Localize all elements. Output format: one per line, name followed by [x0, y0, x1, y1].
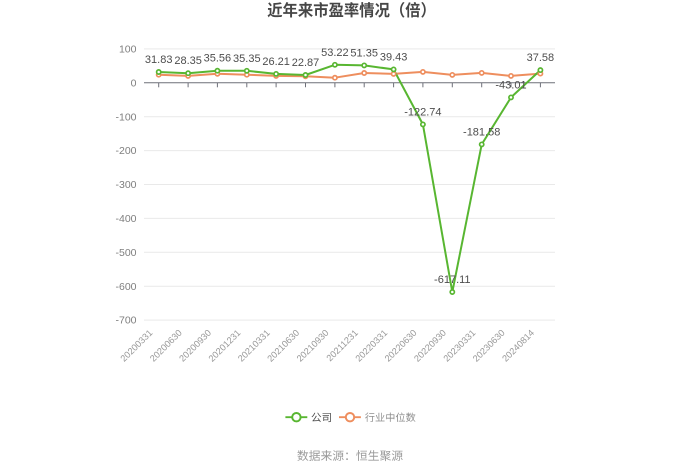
- svg-text:-400: -400: [115, 213, 136, 225]
- svg-text:39.43: 39.43: [380, 51, 408, 63]
- svg-text:-300: -300: [115, 179, 136, 191]
- svg-text:31.83: 31.83: [145, 54, 173, 66]
- svg-text:35.56: 35.56: [204, 53, 232, 65]
- svg-text:51.35: 51.35: [350, 47, 378, 59]
- svg-text:28.35: 28.35: [174, 55, 202, 67]
- svg-text:-600: -600: [115, 281, 136, 293]
- svg-text:-43.01: -43.01: [495, 79, 526, 91]
- svg-text:100: 100: [119, 44, 137, 56]
- svg-text:26.21: 26.21: [262, 56, 290, 68]
- svg-text:53.22: 53.22: [321, 47, 349, 59]
- svg-text:-200: -200: [115, 145, 136, 157]
- svg-text:-181.58: -181.58: [463, 126, 500, 138]
- svg-text:37.58: 37.58: [527, 52, 555, 64]
- svg-text:-122.74: -122.74: [404, 106, 441, 118]
- svg-text:-617.11: -617.11: [434, 274, 471, 286]
- svg-text:-700: -700: [115, 315, 136, 327]
- svg-text:-100: -100: [115, 111, 136, 123]
- svg-text:0: 0: [131, 77, 137, 89]
- svg-text:-500: -500: [115, 247, 136, 259]
- svg-text:35.35: 35.35: [233, 53, 261, 65]
- svg-text:22.87: 22.87: [292, 57, 320, 69]
